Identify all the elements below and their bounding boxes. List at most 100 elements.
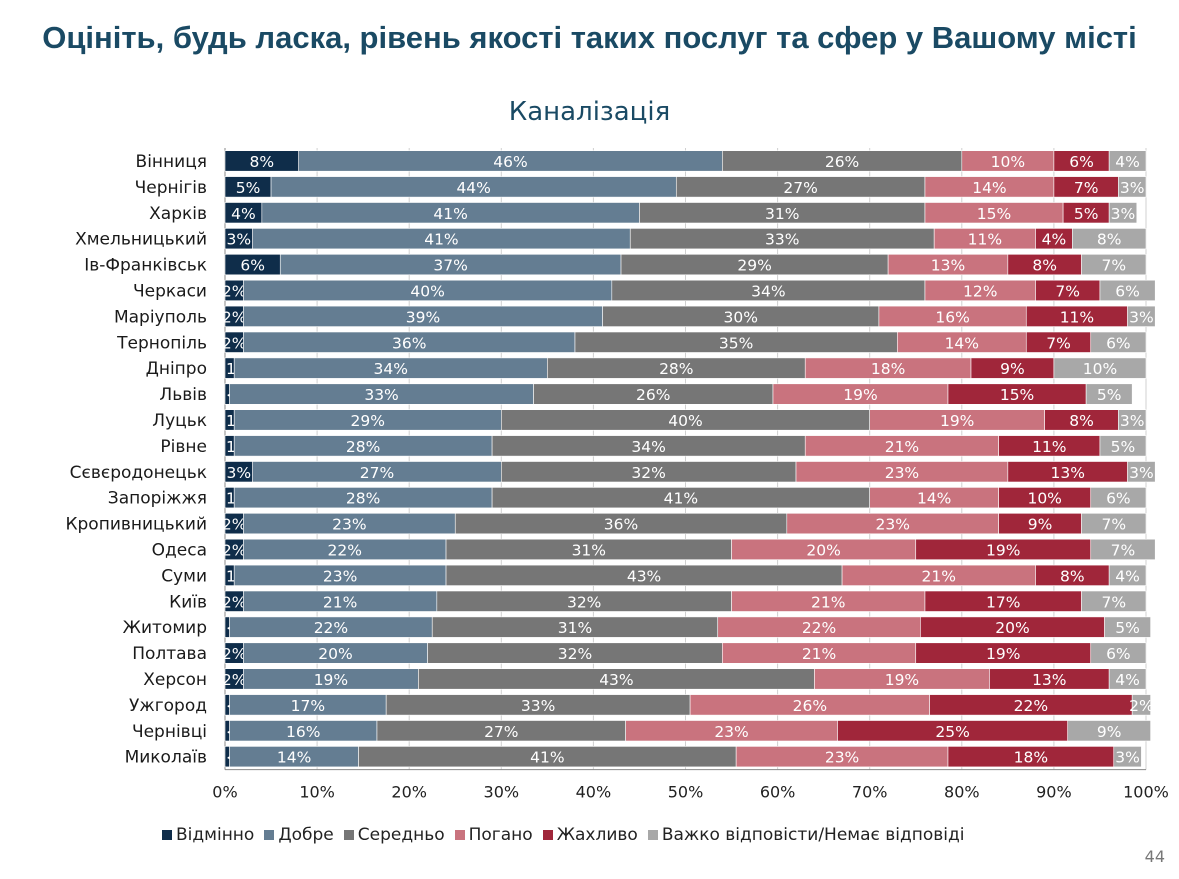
bars-layer: 8% 46% 26% 10% 6% 4% 5% 44% 27% 14% 7% 3% 4% 41% 31% 15… (222, 150, 1156, 768)
category-label: Житомир (123, 618, 207, 638)
legend-swatch (264, 830, 275, 840)
data-label: 39% (406, 308, 440, 326)
category-label: Кропивницький (65, 515, 207, 535)
data-label: 21% (802, 645, 836, 663)
data-label: 22% (328, 541, 362, 559)
data-label: 27% (360, 464, 394, 482)
data-label: 7% (1101, 516, 1126, 534)
data-label: 19% (314, 671, 348, 689)
data-label: 8% (1060, 567, 1085, 585)
data-label: 20% (806, 541, 840, 559)
legend-label: Погано (468, 825, 533, 845)
data-label: 8% (1069, 412, 1094, 430)
data-label: 40% (410, 282, 444, 300)
data-label: 21% (885, 438, 919, 456)
category-label: Рівне (160, 437, 207, 457)
data-label: 2% (222, 308, 247, 326)
data-label: 36% (392, 334, 426, 352)
data-label: 14% (277, 749, 311, 767)
data-label: 46% (493, 153, 527, 171)
bar-segment (1108, 150, 1147, 172)
data-label: 7% (1111, 541, 1136, 559)
data-label: 19% (843, 386, 877, 404)
legend-label: Середньо (357, 825, 445, 845)
data-label: 32% (631, 464, 665, 482)
data-label: 10% (1027, 490, 1061, 508)
data-label: 31% (765, 205, 799, 223)
legend-item: Погано (454, 825, 533, 845)
data-label: 8% (250, 153, 275, 171)
bar-segment (1090, 331, 1147, 353)
data-label: 2% (222, 516, 247, 534)
stacked-bar-chart: 8% 46% 26% 10% 6% 4% 5% 44% 27% 14% 7% 3% 4% 41% 31% 15… (65, 148, 1169, 802)
chart-title: Каналізація (508, 97, 671, 127)
data-label: 12% (963, 282, 997, 300)
data-label: 23% (885, 464, 919, 482)
data-label: 2% (222, 334, 247, 352)
category-label: Сєвєродонецьк (70, 463, 207, 483)
data-label: 3% (1120, 412, 1145, 430)
data-label: 10% (991, 153, 1025, 171)
bar-segment (1118, 409, 1147, 431)
data-label: 14% (917, 490, 951, 508)
x-tick-label: 50% (668, 783, 704, 802)
bar-segment (1131, 694, 1151, 716)
category-label: Тернопіль (116, 333, 207, 353)
x-tick-label: 10% (299, 783, 335, 802)
category-label: Львів (159, 385, 207, 405)
data-label: 16% (935, 308, 969, 326)
legend-swatch (647, 830, 658, 840)
data-label: 41% (664, 490, 698, 508)
data-label: 8% (1097, 231, 1122, 249)
data-label: 16% (286, 723, 320, 741)
data-label: 27% (783, 179, 817, 197)
bar-segment (1053, 357, 1147, 379)
bar-segment (1090, 642, 1147, 664)
category-label: Черкаси (133, 281, 207, 301)
category-label: Одеса (152, 540, 207, 560)
data-label: 8% (1032, 257, 1057, 275)
data-label: 2% (222, 541, 247, 559)
category-label: Миколаїв (125, 748, 207, 768)
legend-label: Важко відповісти/Немає відповіді (661, 825, 965, 845)
data-label: 33% (765, 231, 799, 249)
category-label: Херсон (143, 670, 207, 690)
data-label: 9% (1097, 723, 1122, 741)
data-label: 11% (1060, 308, 1094, 326)
bar-segment (1104, 616, 1151, 638)
data-label: 10% (1083, 360, 1117, 378)
data-label: 23% (825, 749, 859, 767)
data-label: 15% (977, 205, 1011, 223)
data-label: 13% (931, 257, 965, 275)
data-label: 20% (995, 619, 1029, 637)
bar-segment (1090, 538, 1156, 561)
data-label: 4% (231, 205, 256, 223)
data-label: 7% (1101, 593, 1126, 611)
data-label: 27% (484, 723, 518, 741)
category-label: Чернівці (132, 722, 207, 742)
x-tick-label: 100% (1123, 783, 1169, 802)
page-title: Оцініть, будь ласка, рівень якості таких… (42, 20, 1137, 55)
data-label: 41% (530, 749, 564, 767)
data-label: 4% (1115, 567, 1140, 585)
data-label: 37% (433, 257, 467, 275)
data-label: 30% (724, 308, 758, 326)
data-label: 22% (314, 619, 348, 637)
data-label: 23% (323, 567, 357, 585)
category-label: Ів-Франківськ (84, 256, 207, 276)
data-label: 9% (1000, 360, 1025, 378)
data-label: 29% (351, 412, 385, 430)
data-label: 32% (558, 645, 592, 663)
data-label: 26% (825, 153, 859, 171)
data-label: 21% (922, 567, 956, 585)
data-label: 23% (332, 516, 366, 534)
bar-segment (1113, 746, 1142, 768)
legend-swatch (162, 830, 172, 840)
category-label: Харків (149, 204, 207, 224)
data-label: 3% (227, 464, 252, 482)
data-label: 34% (631, 438, 665, 456)
legend-swatch (454, 830, 465, 840)
data-label: 15% (1000, 386, 1034, 404)
bar-segment (1081, 590, 1147, 612)
data-label: 33% (521, 697, 555, 715)
